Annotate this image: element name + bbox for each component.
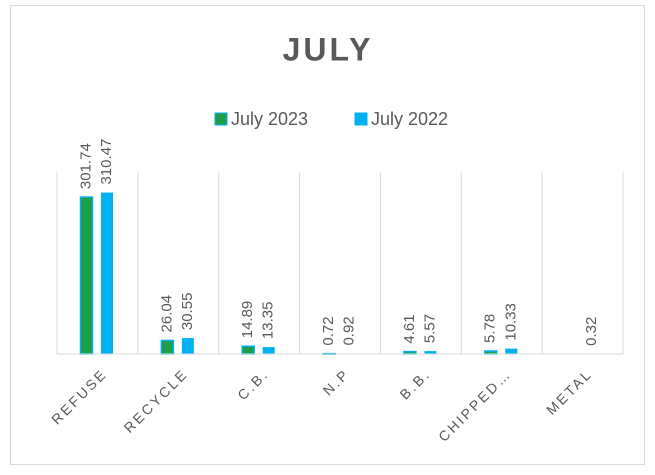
legend-swatch xyxy=(214,112,228,126)
data-label: 26.04 xyxy=(158,295,175,333)
bar xyxy=(241,345,255,355)
legend-swatch xyxy=(354,112,368,126)
data-label: 310.47 xyxy=(98,139,115,185)
data-label: 10.33 xyxy=(502,303,519,341)
bar xyxy=(181,338,194,354)
bar xyxy=(160,339,175,355)
data-label: 5.78 xyxy=(482,314,499,343)
data-label: 4.61 xyxy=(401,314,418,343)
bar xyxy=(101,192,113,354)
data-label: 5.57 xyxy=(421,314,438,343)
chart-border xyxy=(10,5,645,465)
legend-label: July 2022 xyxy=(371,109,448,129)
chart-title: JULY xyxy=(283,31,374,67)
data-label: 0.92 xyxy=(341,316,358,345)
bar xyxy=(505,348,518,354)
bar xyxy=(424,351,437,354)
data-label: 0.72 xyxy=(320,316,337,345)
data-label: 30.55 xyxy=(179,293,196,331)
bar xyxy=(79,196,94,355)
data-label: 0.32 xyxy=(583,317,600,346)
data-label: 301.74 xyxy=(77,143,94,189)
data-label: 14.89 xyxy=(239,301,256,339)
legend-label: July 2023 xyxy=(231,109,308,129)
bar xyxy=(262,347,275,354)
data-label: 13.35 xyxy=(260,302,277,340)
